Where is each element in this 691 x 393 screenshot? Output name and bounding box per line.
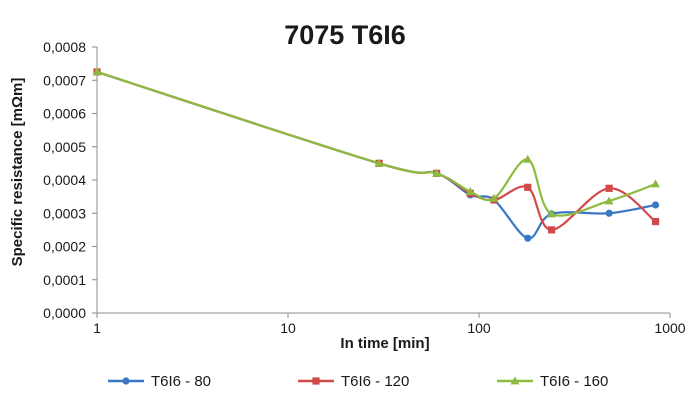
legend: T6I6 - 80 T6I6 - 120 T6I6 - 160 — [108, 373, 608, 390]
x-axis-label: In time [min] — [340, 335, 429, 352]
series-3 — [92, 67, 660, 218]
data-point — [524, 234, 532, 242]
data-point — [489, 193, 499, 202]
series-1 — [93, 68, 660, 242]
y-tick-label: 0,0001 — [43, 272, 86, 288]
y-tick-label: 0,0007 — [43, 72, 86, 88]
chart-title: 7075 T6I6 — [284, 20, 406, 50]
data-point — [92, 67, 102, 76]
y-tick-label: 0,0002 — [43, 239, 86, 255]
data-point — [432, 168, 442, 177]
data-point — [651, 201, 660, 209]
x-tick-label: 10 — [280, 320, 296, 336]
y-tick-label: 0,0004 — [43, 172, 86, 188]
legend-swatch-marker — [122, 377, 130, 385]
data-point — [604, 196, 614, 205]
y-tick-label: 0,0003 — [43, 205, 86, 221]
plot-area: 0,0000 0,0001 0,0002 0,0003 0,0004 0,0005 0,00… — [43, 39, 686, 336]
data-point — [651, 217, 660, 226]
legend-label: T6I6 - 80 — [151, 373, 211, 390]
data-point — [465, 187, 475, 196]
data-point — [523, 154, 533, 163]
series-line — [96, 70, 656, 217]
legend-label: T6I6 - 160 — [540, 373, 608, 390]
data-point — [547, 209, 557, 218]
legend-swatch-marker — [510, 376, 520, 385]
data-point — [651, 179, 660, 188]
x-tick-label: 100 — [467, 320, 491, 336]
series-line — [96, 70, 657, 231]
y-tick-label: 0,0008 — [43, 39, 86, 55]
y-tick-label: 0,0000 — [43, 305, 86, 321]
data-point — [374, 158, 384, 167]
data-point — [548, 226, 556, 234]
legend-swatch-marker — [312, 377, 320, 385]
data-point — [605, 184, 613, 192]
y-tick-label: 0,0006 — [43, 106, 86, 122]
x-tick-label: 1 — [93, 320, 101, 336]
legend-label: T6I6 - 120 — [341, 373, 409, 390]
series-2 — [93, 68, 660, 234]
data-point — [605, 209, 613, 217]
x-tick-label: 1000 — [654, 320, 685, 336]
y-axis-label: Specific resistance [mΩm] — [9, 78, 26, 267]
y-tick-label: 0,0005 — [43, 139, 86, 155]
data-point — [524, 183, 532, 191]
